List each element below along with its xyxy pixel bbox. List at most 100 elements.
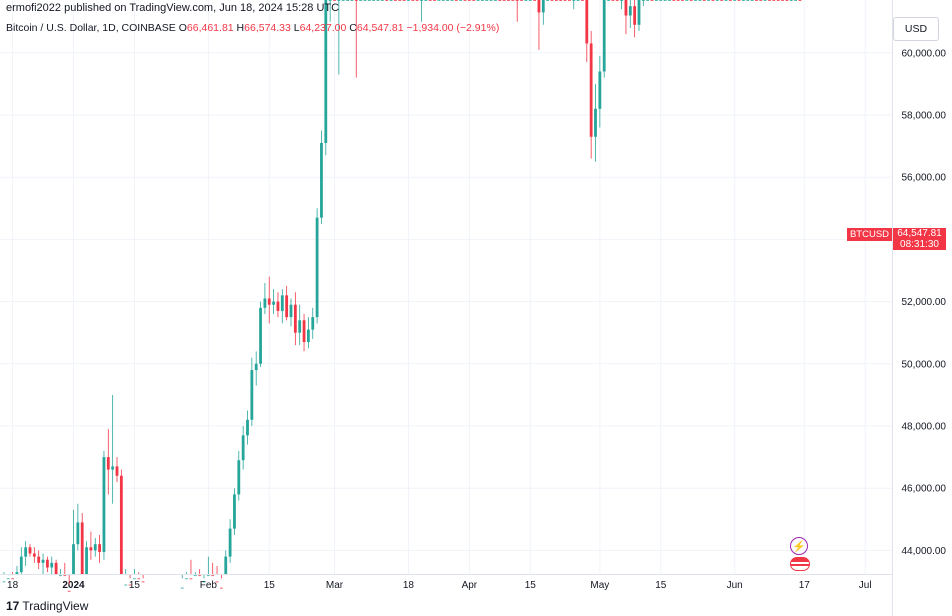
candle-body: [602, 0, 606, 72]
candle-body: [346, 0, 349, 1]
candle-body: [89, 547, 93, 551]
us-flag-icon[interactable]: [790, 557, 810, 571]
candle-body: [337, 0, 341, 1]
candle-body: [776, 0, 780, 1]
candle-body: [293, 304, 297, 333]
candle-body: [576, 0, 580, 1]
x-tick-label: Jul: [859, 580, 872, 591]
last-price-label: 64,547.81 08:31:30: [893, 228, 946, 250]
candle-body: [259, 307, 262, 364]
x-tick-label: 15: [655, 580, 667, 591]
candle-body: [24, 547, 28, 557]
candle-body: [415, 0, 419, 1]
candle-body: [633, 6, 637, 25]
candle-body: [502, 0, 506, 1]
candle-body: [611, 0, 615, 1]
candle-body: [750, 0, 754, 1]
y-tick-label: 60,000.00: [902, 48, 947, 59]
candle-body: [733, 0, 737, 1]
candle-body: [394, 0, 397, 1]
candle-body: [659, 0, 663, 1]
candle-body: [272, 301, 275, 305]
candle-body: [350, 0, 354, 1]
candle-body: [233, 494, 236, 529]
candle-body: [781, 0, 784, 1]
y-tick-label: 48,000.00: [902, 422, 947, 433]
candle-body: [515, 0, 519, 1]
candle-body: [581, 0, 584, 1]
currency-button[interactable]: USD: [893, 17, 939, 41]
candle-body: [763, 0, 767, 1]
candle-body: [454, 0, 458, 1]
candle-body: [50, 562, 54, 568]
candle-body: [524, 0, 528, 1]
candle-body: [637, 0, 641, 25]
candle-body: [768, 0, 771, 1]
candle-body: [302, 320, 306, 343]
candle-body: [759, 0, 763, 1]
x-tick-label: 2024: [62, 580, 85, 591]
candle-body: [411, 0, 415, 1]
open-value: 66,461.81: [186, 22, 234, 34]
candle-body: [263, 298, 267, 308]
candle-body: [54, 562, 58, 574]
candle-body: [746, 0, 750, 1]
candle-body: [385, 0, 389, 1]
x-tick-label: Feb: [200, 580, 218, 591]
candle-body: [589, 43, 593, 137]
candle-body: [298, 320, 302, 333]
candle-body: [655, 0, 658, 1]
candle-body: [407, 0, 410, 1]
candle-body: [85, 547, 88, 574]
candle-body: [128, 584, 132, 586]
close-value: 64,547.81: [356, 22, 404, 34]
candle-body: [328, 0, 332, 1]
candle-body: [133, 578, 136, 580]
candle-body: [533, 0, 536, 1]
candle-body: [559, 0, 563, 1]
candle-body: [193, 575, 197, 577]
y-tick-label: 46,000.00: [902, 484, 947, 495]
candle-body: [115, 466, 119, 476]
candle-body: [798, 0, 802, 1]
candle-body: [694, 0, 697, 1]
candle-body: [354, 0, 358, 1]
published-info: ermofi2022 published on TradingView.com,…: [6, 2, 340, 14]
y-axis: 44,000.00 46,000.00 48,000.00 50,000.00 52,0…: [902, 48, 947, 557]
candle-body: [785, 0, 789, 1]
candle-body: [663, 0, 667, 1]
last-price-value: 64,547.81: [897, 228, 942, 239]
x-tick-label: 17: [799, 580, 811, 591]
candle-body: [220, 587, 223, 589]
candle-body: [46, 559, 49, 568]
candle-body: [672, 0, 676, 1]
candle-body: [720, 0, 724, 1]
high-value: 66,574.33: [244, 22, 291, 34]
candle-body: [198, 575, 202, 577]
candle-body: [742, 0, 745, 1]
x-tick-label: 15: [264, 580, 276, 591]
candle-body: [202, 581, 206, 583]
candle-body: [463, 0, 467, 1]
candle-body: [624, 0, 628, 16]
candle-body: [507, 0, 510, 1]
x-axis: 18 2024 15 Feb 15 Mar 18 Apr 15 May 15 Jun 17 Jul: [7, 580, 872, 591]
lightning-bolt-icon[interactable]: ⚡: [790, 537, 808, 555]
candle-body: [437, 0, 441, 1]
x-tick-label: Apr: [462, 580, 478, 591]
candle-body: [124, 584, 128, 586]
y-tick-label: 56,000.00: [902, 173, 947, 184]
candle-body: [180, 587, 184, 589]
chart-grid: [0, 0, 892, 574]
candle-body: [724, 0, 728, 1]
tradingview-brand[interactable]: 17 TradingView: [6, 599, 88, 613]
candle-body: [2, 581, 6, 583]
candle-body: [520, 0, 523, 1]
candle-body: [93, 544, 97, 551]
candle-body: [698, 0, 702, 1]
candle-body: [341, 0, 345, 1]
candle-body: [646, 0, 650, 1]
candle-body: [376, 0, 380, 1]
symbol-legend[interactable]: Bitcoin / U.S. Dollar, 1D, COINBASE O66,…: [6, 22, 499, 34]
